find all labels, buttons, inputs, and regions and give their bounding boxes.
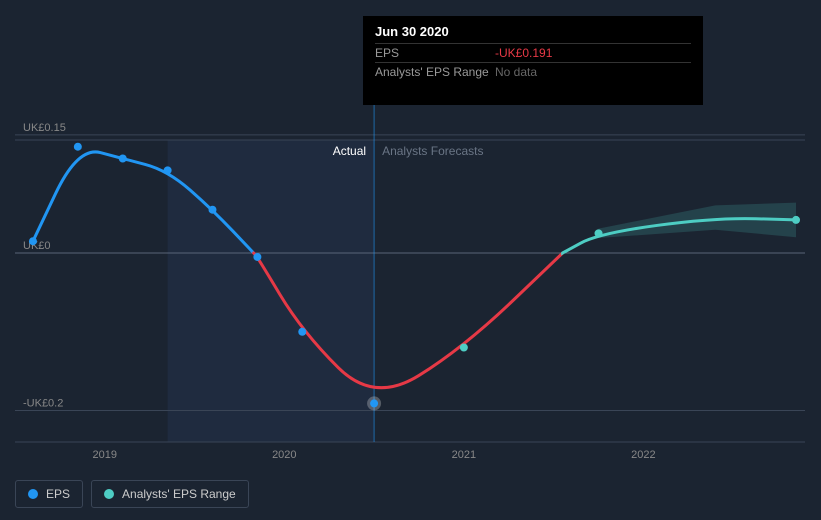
forecast-range-band bbox=[599, 203, 797, 238]
chart-legend: EPS Analysts' EPS Range bbox=[15, 480, 249, 508]
legend-label: EPS bbox=[46, 487, 70, 501]
tooltip-title: Jun 30 2020 bbox=[375, 24, 691, 39]
x-axis-label: 2019 bbox=[93, 449, 117, 461]
data-marker bbox=[164, 166, 172, 174]
y-axis-label: UK£0.15 bbox=[23, 122, 66, 134]
tooltip-row-value: -UK£0.191 bbox=[495, 46, 552, 60]
chart-tooltip: Jun 30 2020 EPS-UK£0.191Analysts' EPS Ra… bbox=[363, 16, 703, 105]
data-marker bbox=[792, 216, 800, 224]
tooltip-row-label: EPS bbox=[375, 46, 495, 60]
legend-label: Analysts' EPS Range bbox=[122, 487, 236, 501]
legend-swatch bbox=[28, 489, 38, 499]
data-marker bbox=[119, 155, 127, 163]
tooltip-row-value: No data bbox=[495, 65, 537, 79]
tooltip-row: Analysts' EPS RangeNo data bbox=[375, 62, 691, 81]
tooltip-row: EPS-UK£0.191 bbox=[375, 43, 691, 62]
data-marker bbox=[253, 253, 261, 261]
data-marker bbox=[370, 399, 378, 407]
eps-chart-container: { "chart": { "type": "line", "width": 82… bbox=[0, 0, 821, 520]
actual-label: Actual bbox=[333, 144, 366, 158]
data-marker bbox=[298, 328, 306, 336]
data-marker bbox=[74, 143, 82, 151]
data-marker bbox=[29, 237, 37, 245]
y-axis-label: -UK£0.2 bbox=[23, 398, 63, 410]
data-marker bbox=[209, 206, 217, 214]
legend-swatch bbox=[104, 489, 114, 499]
legend-item[interactable]: EPS bbox=[15, 480, 83, 508]
highlight-region bbox=[168, 140, 374, 442]
data-marker bbox=[595, 229, 603, 237]
x-axis-label: 2021 bbox=[452, 449, 476, 461]
tooltip-row-label: Analysts' EPS Range bbox=[375, 65, 495, 79]
legend-item[interactable]: Analysts' EPS Range bbox=[91, 480, 249, 508]
forecast-label: Analysts Forecasts bbox=[382, 144, 483, 158]
data-marker bbox=[460, 344, 468, 352]
x-axis-label: 2022 bbox=[631, 449, 655, 461]
x-axis-label: 2020 bbox=[272, 449, 296, 461]
